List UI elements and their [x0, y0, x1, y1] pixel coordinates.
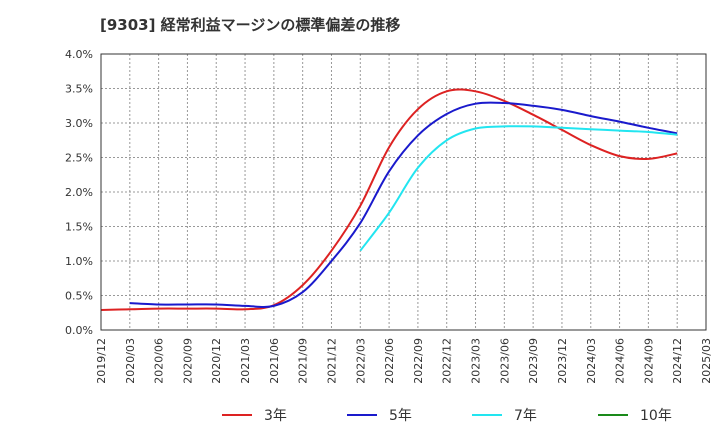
x-tick-label: 2024/12: [671, 338, 684, 384]
x-tick-label: 2020/09: [181, 338, 194, 384]
legend-label-3: 7年: [514, 408, 537, 424]
x-axis-ticks: 2019/12 2020/03 2020/06 2020/09 2020/12 2021/…: [95, 338, 713, 384]
x-tick-label: 2022/03: [354, 338, 367, 384]
y-axis-ticks: 0.0% 0.5% 1.0% 1.5% 2.0% 2.5% 3.0% 3.5% 4.0%: [65, 48, 93, 337]
x-tick-label: 2021/06: [268, 338, 281, 384]
legend-label-4: 10年: [640, 408, 672, 424]
series-line-2: [129, 101, 678, 308]
x-tick-label: 2022/06: [383, 338, 396, 384]
x-tick-label: 2024/09: [642, 338, 655, 384]
x-tick-label: 2021/09: [297, 338, 310, 384]
y-tick-label: 0.0%: [65, 324, 93, 337]
legend-label-2: 5年: [389, 408, 412, 424]
x-tick-label: 2020/12: [210, 338, 223, 384]
y-tick-label: 3.0%: [65, 117, 93, 130]
x-tick-label: 2022/12: [441, 338, 454, 384]
x-tick-label: 2019/12: [95, 338, 108, 384]
series-line-3: [359, 125, 678, 252]
x-tick-label: 2023/09: [527, 338, 540, 384]
x-tick-label: 2024/06: [614, 338, 627, 384]
legend: 3年 5年 7年 10年: [222, 408, 672, 424]
x-tick-label: 2020/06: [153, 338, 166, 384]
x-tick-label: 2023/03: [470, 338, 483, 384]
x-tick-label: 2021/12: [325, 338, 338, 384]
chart-title: [9303] 経常利益マージンの標準偏差の推移: [100, 16, 401, 34]
y-tick-label: 3.5%: [65, 83, 93, 96]
x-tick-label: 2022/09: [412, 338, 425, 384]
y-tick-label: 0.5%: [65, 290, 93, 303]
x-tick-label: 2025/03: [700, 338, 713, 384]
series-lines: [100, 88, 678, 311]
x-tick-label: 2024/03: [585, 338, 598, 384]
plot-area: [101, 54, 706, 330]
y-tick-label: 1.0%: [65, 255, 93, 268]
grid: [101, 54, 706, 330]
x-tick-label: 2023/12: [556, 338, 569, 384]
legend-label-1: 3年: [264, 408, 287, 424]
x-tick-label: 2021/03: [239, 338, 252, 384]
y-tick-label: 2.5%: [65, 152, 93, 165]
x-tick-label: 2020/03: [124, 338, 137, 384]
series-line-1: [100, 88, 678, 311]
x-tick-label: 2023/06: [498, 338, 511, 384]
plot-border: [100, 53, 707, 331]
y-tick-label: 1.5%: [65, 221, 93, 234]
y-tick-label: 4.0%: [65, 48, 93, 61]
y-tick-label: 2.0%: [65, 186, 93, 199]
